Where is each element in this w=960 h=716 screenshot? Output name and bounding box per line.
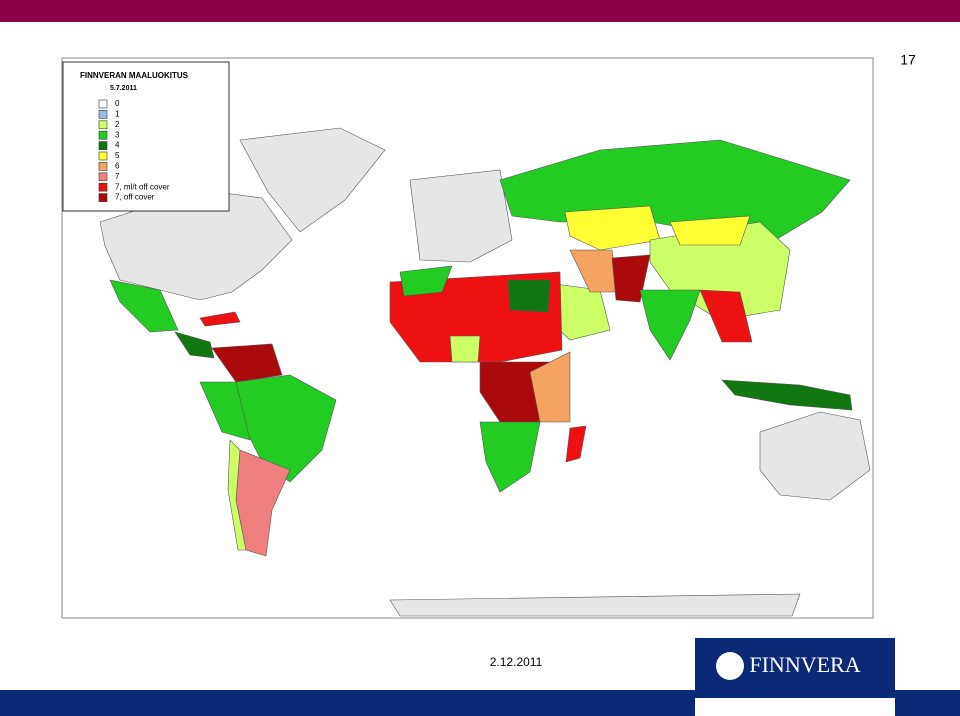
legend-label: 7, off cover [115, 193, 155, 202]
indonesia [721, 379, 853, 411]
legend-swatch [98, 130, 108, 140]
antarctica [389, 593, 801, 617]
logo-text: FINNVERA [749, 652, 860, 677]
bottom-band [0, 690, 695, 716]
legend-label: 7 [115, 172, 120, 181]
logo-mark [716, 652, 744, 680]
east-africa [529, 351, 571, 423]
madagascar [565, 425, 587, 463]
footer-date: 2.12.2011 [490, 655, 543, 669]
legend-label: 2 [115, 120, 120, 129]
egypt [507, 279, 551, 313]
legend-swatch [98, 99, 108, 109]
mexico [109, 279, 179, 333]
legend-swatch [98, 162, 108, 171]
chile [227, 439, 247, 551]
peru-bolivia [199, 381, 251, 441]
top-band [0, 0, 960, 22]
southeast-asia [699, 289, 753, 343]
legend-label: 3 [115, 130, 120, 139]
morocco-algeria [399, 265, 453, 297]
greenland [239, 127, 386, 233]
bottom-band-right [895, 690, 960, 716]
world-map [99, 127, 871, 617]
mongolia [669, 215, 751, 246]
legend-label: 4 [115, 141, 120, 150]
central-america [174, 331, 215, 359]
legend-swatch [98, 151, 108, 161]
india [639, 289, 701, 361]
kazakhstan [564, 205, 661, 251]
legend-label: 1 [115, 110, 120, 119]
north-america [99, 189, 293, 301]
legend-swatch [98, 141, 108, 150]
legend-swatch [98, 120, 108, 130]
europe [409, 169, 513, 263]
legend-label: 0 [115, 99, 120, 108]
page-number: 17 [900, 52, 916, 68]
legend-swatch [98, 193, 108, 202]
legend-label: 5 [115, 151, 120, 160]
legend-label: 7, ml/t off cover [115, 182, 170, 191]
legend-items: 0 123 45 677, ml/t off cover 7, off cover [98, 99, 170, 202]
southern-africa [479, 421, 541, 493]
legend-box [62, 61, 230, 212]
legend-label: 6 [115, 162, 120, 171]
legend-swatch [98, 110, 108, 119]
legend-date: 5.7.2011 [110, 85, 137, 92]
australia [759, 411, 871, 501]
caribbean [199, 311, 241, 327]
venezuela-colombia [211, 343, 283, 383]
legend-swatch [98, 172, 108, 182]
nigeria [449, 335, 481, 363]
legend-title: FINNVERAN MAALUOKITUS [80, 71, 189, 80]
legend-swatch [98, 182, 108, 192]
